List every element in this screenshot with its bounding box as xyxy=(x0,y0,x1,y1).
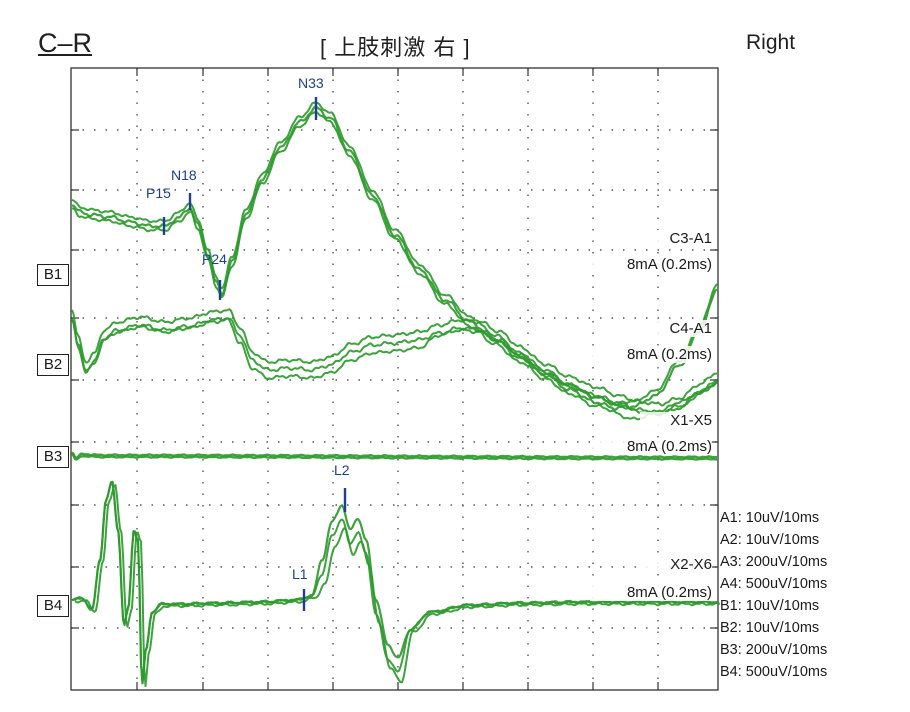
trace-b3-a xyxy=(71,451,718,460)
trace-b4-c xyxy=(74,484,721,688)
scale-b1: B1: 10uV/10ms xyxy=(720,598,820,614)
peak-markers xyxy=(162,97,347,611)
derivation-b2: C4-A1 xyxy=(640,320,712,337)
channel-label-b4: B4 xyxy=(37,595,69,617)
derivation-b1: C3-A1 xyxy=(640,230,712,247)
peak-label-p24: P24 xyxy=(202,251,227,267)
stimulus-title: [ 上肢刺激 右 ] xyxy=(320,35,471,60)
plot-frame xyxy=(70,67,719,691)
scale-a4: A4: 500uV/10ms xyxy=(720,576,828,592)
trace-b2-a xyxy=(71,317,718,415)
scale-a3: A3: 200uV/10ms xyxy=(720,554,828,570)
trace-b1-c xyxy=(71,111,718,421)
scale-a1: A1: 10uV/10ms xyxy=(720,510,820,526)
peak-label-l1: L1 xyxy=(292,566,308,582)
trace-b4-a xyxy=(71,480,718,685)
trace-b4-b xyxy=(71,481,718,685)
trace-b2-c xyxy=(71,317,718,417)
side-label: Right xyxy=(746,31,796,54)
peak-label-n33: N33 xyxy=(298,75,324,91)
scale-b4: B4: 500uV/10ms xyxy=(720,664,828,680)
stim-b1: 8mA (0.2ms) xyxy=(590,256,712,273)
channel-label-b2: B2 xyxy=(37,354,69,376)
peak-label-n18: N18 xyxy=(171,167,197,183)
trace-b3-b xyxy=(71,453,717,461)
stim-b4: 8mA (0.2ms) xyxy=(590,584,712,601)
trace-b2-b xyxy=(71,308,718,407)
traces xyxy=(71,101,721,688)
channel-label-b3: B3 xyxy=(37,446,69,468)
channel-label-b1: B1 xyxy=(37,264,69,286)
peak-label-p15: P15 xyxy=(146,185,171,201)
derivation-b3: X1-X5 xyxy=(640,412,712,429)
scale-b2: B2: 10uV/10ms xyxy=(720,620,820,636)
trace-b1-b xyxy=(71,101,718,406)
stim-b2: 8mA (0.2ms) xyxy=(590,346,712,363)
trace-b1-a xyxy=(71,105,718,411)
scale-a2: A2: 10uV/10ms xyxy=(720,532,820,548)
derivation-b4: X2-X6 xyxy=(640,556,712,573)
scale-b3: B3: 200uV/10ms xyxy=(720,642,828,658)
montage-title: C–R xyxy=(38,28,93,58)
peak-label-l2: L2 xyxy=(334,462,350,478)
stim-b3: 8mA (0.2ms) xyxy=(590,438,712,455)
